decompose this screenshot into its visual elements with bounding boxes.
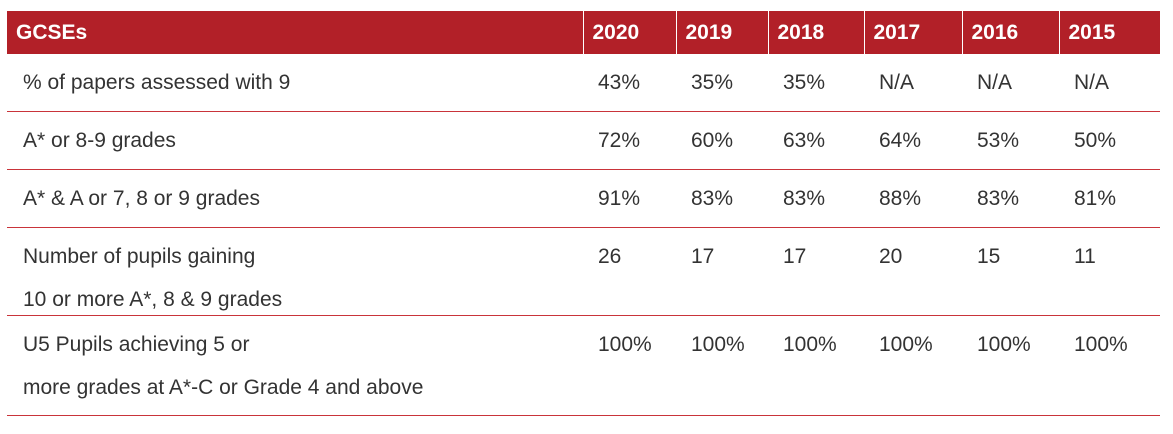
row-label: % of papers assessed with 9 (7, 54, 583, 112)
table-cell: 63% (768, 111, 864, 170)
table-cell: 100% (864, 315, 962, 416)
gcse-results-table-container: GCSEs 2020 2019 2018 2017 2016 2015 % of… (7, 11, 1160, 416)
table-cell: 100% (962, 315, 1059, 416)
row-label: U5 Pupils achieving 5 or more grades at … (7, 315, 583, 416)
table-row: % of papers assessed with 9 43% 35% 35% … (7, 54, 1160, 112)
table-cell: N/A (864, 54, 962, 112)
row-label: Number of pupils gaining 10 or more A*, … (7, 227, 583, 316)
table-cell: 100% (1059, 315, 1160, 416)
header-row: GCSEs 2020 2019 2018 2017 2016 2015 (7, 11, 1160, 54)
table-cell: 11 (1059, 227, 1160, 316)
table-row: Number of pupils gaining 10 or more A*, … (7, 227, 1160, 316)
table-cell: 17 (768, 227, 864, 316)
table-cell: 43% (583, 54, 676, 112)
table-cell: 35% (768, 54, 864, 112)
table-cell: N/A (962, 54, 1059, 112)
row-label: A* & A or 7, 8 or 9 grades (7, 169, 583, 228)
row-label-line: more grades at A*-C or Grade 4 and above (23, 376, 424, 399)
table-cell: 26 (583, 227, 676, 316)
table-cell: 20 (864, 227, 962, 316)
row-label-line: A* or 8-9 grades (23, 129, 176, 152)
table-cell: 83% (768, 169, 864, 228)
header-year-2019: 2019 (676, 11, 769, 54)
table-cell: 100% (676, 315, 768, 416)
header-year-2015: 2015 (1059, 11, 1160, 54)
row-label-line: 10 or more A*, 8 & 9 grades (23, 288, 283, 311)
table-cell: 100% (768, 315, 864, 416)
header-year-2017: 2017 (864, 11, 963, 54)
table-cell: 17 (676, 227, 768, 316)
table-cell: 50% (1059, 111, 1160, 170)
row-label-line: U5 Pupils achieving 5 or (23, 333, 250, 356)
row-label-line: % of papers assessed with 9 (23, 71, 291, 94)
table-cell: 83% (962, 169, 1059, 228)
header-year-2020: 2020 (583, 11, 677, 54)
gcse-results-table: GCSEs 2020 2019 2018 2017 2016 2015 % of… (7, 11, 1160, 416)
row-label-line: Number of pupils gaining (23, 245, 256, 268)
table-cell: 15 (962, 227, 1059, 316)
table-cell: 81% (1059, 169, 1160, 228)
header-gcses: GCSEs (7, 11, 584, 54)
row-label-line: A* & A or 7, 8 or 9 grades (23, 187, 260, 210)
header-year-2018: 2018 (768, 11, 865, 54)
row-label: A* or 8-9 grades (7, 111, 583, 170)
table-cell: 91% (583, 169, 676, 228)
table-cell: 60% (676, 111, 768, 170)
table-cell: 88% (864, 169, 962, 228)
table-cell: 83% (676, 169, 768, 228)
table-cell: 72% (583, 111, 676, 170)
table-row: U5 Pupils achieving 5 or more grades at … (7, 315, 1160, 416)
table-cell: N/A (1059, 54, 1160, 112)
table-cell: 53% (962, 111, 1059, 170)
table-row: A* or 8-9 grades 72% 60% 63% 64% 53% 50% (7, 111, 1160, 170)
header-year-2016: 2016 (962, 11, 1060, 54)
table-row: A* & A or 7, 8 or 9 grades 91% 83% 83% 8… (7, 169, 1160, 228)
table-cell: 100% (583, 315, 676, 416)
table-cell: 64% (864, 111, 962, 170)
table-cell: 35% (676, 54, 768, 112)
